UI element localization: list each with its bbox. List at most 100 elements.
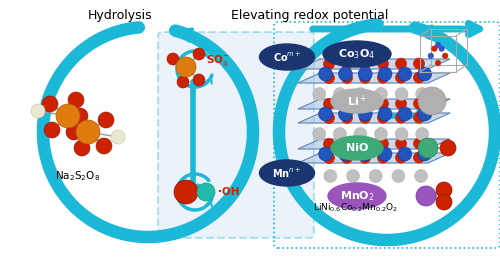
Circle shape xyxy=(342,152,352,163)
Text: NiO: NiO xyxy=(346,143,368,153)
Circle shape xyxy=(342,72,352,83)
Circle shape xyxy=(360,98,370,109)
Text: Mn$^{n+}$: Mn$^{n+}$ xyxy=(272,166,302,180)
Circle shape xyxy=(96,138,112,154)
Circle shape xyxy=(360,112,370,123)
Circle shape xyxy=(395,87,408,101)
Circle shape xyxy=(432,46,437,51)
FancyBboxPatch shape xyxy=(158,32,314,238)
Circle shape xyxy=(197,183,215,201)
Circle shape xyxy=(338,67,352,81)
Circle shape xyxy=(396,58,406,69)
Circle shape xyxy=(342,58,352,69)
Polygon shape xyxy=(298,139,450,149)
Circle shape xyxy=(72,108,88,124)
Circle shape xyxy=(360,72,370,83)
Circle shape xyxy=(360,138,370,149)
Circle shape xyxy=(414,152,424,163)
Circle shape xyxy=(354,87,367,101)
Circle shape xyxy=(374,87,388,101)
Circle shape xyxy=(324,112,334,124)
Circle shape xyxy=(342,98,352,109)
Circle shape xyxy=(398,147,412,161)
Circle shape xyxy=(358,147,372,161)
Ellipse shape xyxy=(328,183,386,209)
Circle shape xyxy=(324,98,334,110)
Circle shape xyxy=(324,72,334,83)
Ellipse shape xyxy=(331,136,383,160)
Circle shape xyxy=(360,152,370,163)
Circle shape xyxy=(369,169,382,182)
Text: SO$_4^{-}$: SO$_4^{-}$ xyxy=(206,54,230,68)
Circle shape xyxy=(324,169,337,182)
Circle shape xyxy=(396,152,406,163)
Text: Li$^+$: Li$^+$ xyxy=(347,93,367,109)
Circle shape xyxy=(439,46,444,51)
Ellipse shape xyxy=(260,160,314,186)
Ellipse shape xyxy=(260,44,314,70)
Circle shape xyxy=(378,98,388,109)
Circle shape xyxy=(416,128,428,140)
Text: LiNi$_{0.6}$Co$_{0.2}$Mn$_{0.2}$O$_2$: LiNi$_{0.6}$Co$_{0.2}$Mn$_{0.2}$O$_2$ xyxy=(312,202,398,214)
Circle shape xyxy=(342,112,352,123)
Circle shape xyxy=(193,74,205,86)
Circle shape xyxy=(44,122,60,138)
Circle shape xyxy=(338,147,352,161)
Circle shape xyxy=(416,87,428,101)
Circle shape xyxy=(436,60,440,66)
Circle shape xyxy=(398,107,412,121)
Circle shape xyxy=(378,152,388,163)
Circle shape xyxy=(56,104,80,128)
Circle shape xyxy=(414,58,424,69)
Circle shape xyxy=(167,53,179,65)
Circle shape xyxy=(418,138,438,158)
Circle shape xyxy=(358,107,372,121)
Circle shape xyxy=(111,130,125,144)
Circle shape xyxy=(428,53,434,59)
Circle shape xyxy=(436,194,452,210)
Text: ·OH: ·OH xyxy=(218,187,240,197)
Circle shape xyxy=(324,138,334,149)
Circle shape xyxy=(414,112,424,123)
Polygon shape xyxy=(298,153,450,163)
Ellipse shape xyxy=(323,41,391,67)
Circle shape xyxy=(418,107,432,121)
Circle shape xyxy=(98,112,114,128)
Polygon shape xyxy=(298,99,450,109)
Circle shape xyxy=(378,72,388,83)
Text: Co$_3$O$_4$: Co$_3$O$_4$ xyxy=(338,47,376,61)
Circle shape xyxy=(396,98,406,109)
Circle shape xyxy=(440,140,456,156)
Circle shape xyxy=(338,107,352,121)
Circle shape xyxy=(68,92,84,108)
Circle shape xyxy=(313,128,326,140)
Circle shape xyxy=(354,128,367,140)
Text: Elevating redox potential: Elevating redox potential xyxy=(232,9,388,22)
Circle shape xyxy=(76,120,100,144)
Text: MnO$_2$: MnO$_2$ xyxy=(340,189,374,203)
Circle shape xyxy=(414,72,424,83)
Polygon shape xyxy=(298,113,450,123)
Circle shape xyxy=(395,128,408,140)
Circle shape xyxy=(414,98,424,109)
Ellipse shape xyxy=(331,89,383,113)
Circle shape xyxy=(74,140,90,156)
Circle shape xyxy=(378,112,388,123)
Circle shape xyxy=(442,53,448,59)
Circle shape xyxy=(378,58,388,69)
Circle shape xyxy=(342,138,352,149)
Circle shape xyxy=(42,96,58,112)
Circle shape xyxy=(418,67,432,81)
Circle shape xyxy=(378,138,388,149)
Polygon shape xyxy=(298,59,450,69)
Circle shape xyxy=(318,107,332,121)
Circle shape xyxy=(324,58,334,69)
Circle shape xyxy=(176,57,196,77)
Circle shape xyxy=(436,182,452,198)
Text: Hydrolysis: Hydrolysis xyxy=(88,9,152,22)
Circle shape xyxy=(378,67,392,81)
Circle shape xyxy=(374,128,388,140)
Circle shape xyxy=(378,107,392,121)
Circle shape xyxy=(334,128,346,140)
Circle shape xyxy=(396,138,406,149)
